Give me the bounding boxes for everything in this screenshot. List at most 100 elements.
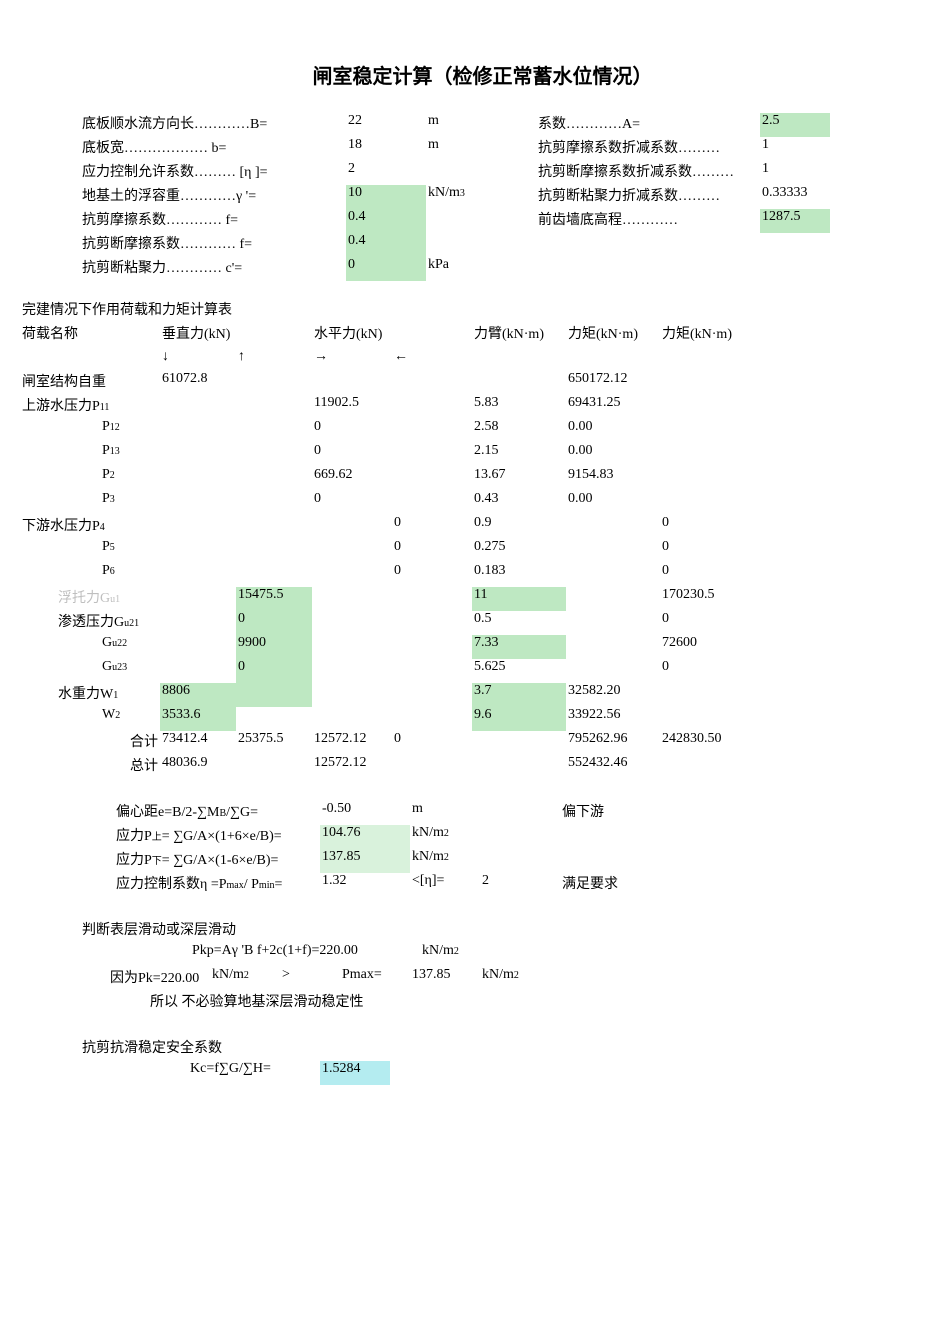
load-cell [660, 419, 754, 443]
load-cell: 0 [660, 659, 754, 683]
ecc-e-note: 偏下游 [560, 801, 660, 825]
ecc-pu-label: 应力P上= ∑G/A×(1+6×e/B)= [80, 825, 320, 849]
load-cell: 32582.20 [566, 683, 660, 707]
load-cell [566, 611, 660, 635]
param-value: 0.33333 [760, 185, 830, 209]
load-cell [312, 659, 392, 683]
param-unit: kPa [426, 257, 496, 281]
load-cell [312, 563, 392, 587]
load-row: 水重力W188063.732582.20 [80, 683, 885, 707]
param-label: 前齿墙底高程………… [536, 209, 760, 233]
arrow-up-icon: ↑ [236, 347, 312, 371]
load-cell: 0.183 [472, 563, 566, 587]
load-cell [392, 395, 472, 419]
load-cell: 0 [312, 491, 392, 515]
load-cell: 0.9 [472, 515, 566, 539]
gt-sign: > [280, 967, 340, 991]
col-name: 荷载名称 [20, 323, 160, 347]
calc-sheet-page: 闸室稳定计算（检修正常蓄水位情况） 底板顺水流方向长…………B= 22 m 系数… [0, 0, 945, 1338]
load-cell: 72600 [660, 635, 754, 659]
load-cell [312, 371, 392, 395]
param-unit: m [426, 113, 496, 137]
load-cell: 2.15 [472, 443, 566, 467]
load-cell [472, 371, 566, 395]
ecc-e-unit: m [410, 801, 480, 825]
load-row: Gu2299007.3372600 [80, 635, 885, 659]
load-cell [236, 683, 312, 707]
load-cell [160, 587, 236, 611]
load-cell [236, 515, 312, 539]
param-value: 1 [760, 161, 830, 185]
col-vforce: 垂直力(kN) [160, 323, 236, 347]
load-cell [392, 611, 472, 635]
load-name: P3 [20, 491, 160, 515]
load-cell: 0 [660, 611, 754, 635]
load-cell [660, 371, 754, 395]
load-cell: 5.625 [472, 659, 566, 683]
param-value: 10 [346, 185, 426, 209]
load-cell: 0.43 [472, 491, 566, 515]
load-cell [236, 539, 312, 563]
pk-unit: kN/m2 [210, 967, 280, 991]
load-cell [236, 707, 312, 731]
load-cell [392, 659, 472, 683]
load-row: P2669.6213.679154.83 [80, 467, 885, 491]
load-row: 浮托力Gu115475.511170230.5 [80, 587, 885, 611]
load-name: 渗透压力Gu21 [20, 611, 160, 635]
param-label: 底板宽……………… b= [80, 137, 280, 161]
param-value: 0.4 [346, 209, 426, 233]
param-label: 抗剪摩擦系数………… f= [80, 209, 280, 233]
load-cell [236, 563, 312, 587]
load-cell [160, 395, 236, 419]
load-cell: 69431.25 [566, 395, 660, 419]
load-row: P300.430.00 [80, 491, 885, 515]
ecc-pd-value: 137.85 [320, 849, 410, 873]
load-cell [160, 467, 236, 491]
load-cell [392, 635, 472, 659]
param-value: 2 [346, 161, 426, 185]
param-label: 地基土的浮容重…………γ '= [80, 185, 280, 209]
param-label: 应力控制允许系数……… [η ]= [80, 161, 280, 185]
ecc-eta-lim: 2 [480, 873, 560, 897]
load-cell [392, 707, 472, 731]
load-cell: 669.62 [312, 467, 392, 491]
load-cell: 0.275 [472, 539, 566, 563]
sum-row: 合计 73412.4 25375.5 12572.12 0 795262.96 … [80, 731, 885, 755]
load-row: P500.2750 [80, 539, 885, 563]
load-cell: 9.6 [472, 707, 566, 731]
ecc-eta-cmp: <[η]= [410, 873, 480, 897]
load-row: Gu2305.6250 [80, 659, 885, 683]
load-cell [236, 491, 312, 515]
load-row: P1302.150.00 [80, 443, 885, 467]
load-name: Gu22 [20, 635, 160, 659]
col-m1: 力矩(kN·m) [566, 323, 660, 347]
slide-section: 判断表层滑动或深层滑动 Pkp=Aγ 'B f+2c(1+f)=220.00 k… [80, 919, 885, 1015]
pkp-val: 220.00 [319, 943, 358, 959]
load-cell [392, 443, 472, 467]
load-cell [566, 539, 660, 563]
load-cell: 0 [392, 515, 472, 539]
params-block: 底板顺水流方向长…………B= 22 m 系数…………A= 2.5 底板宽…………… [80, 113, 885, 281]
param-value: 22 [346, 113, 426, 137]
load-row: 闸室结构自重61072.8650172.12 [80, 371, 885, 395]
ecc-pd-label: 应力P下= ∑G/A×(1-6×e/B)= [80, 849, 320, 873]
load-cell: 0.5 [472, 611, 566, 635]
load-cell [236, 443, 312, 467]
load-cell [566, 563, 660, 587]
load-row: W23533.69.633922.56 [80, 707, 885, 731]
load-name: 闸室结构自重 [20, 371, 160, 395]
load-name: P13 [20, 443, 160, 467]
load-cell [392, 683, 472, 707]
pk-because: 因为Pk=220.00 [80, 967, 210, 991]
load-cell: 7.33 [472, 635, 566, 659]
load-cell: 0 [660, 539, 754, 563]
load-cell [160, 635, 236, 659]
load-cell: 0 [312, 419, 392, 443]
param-value: 1287.5 [760, 209, 830, 233]
load-cell [566, 515, 660, 539]
load-name: 下游水压力P4 [20, 515, 160, 539]
load-cell [312, 707, 392, 731]
load-cell: 8806 [160, 683, 236, 707]
col-m2: 力矩(kN·m) [660, 323, 754, 347]
load-cell [160, 659, 236, 683]
